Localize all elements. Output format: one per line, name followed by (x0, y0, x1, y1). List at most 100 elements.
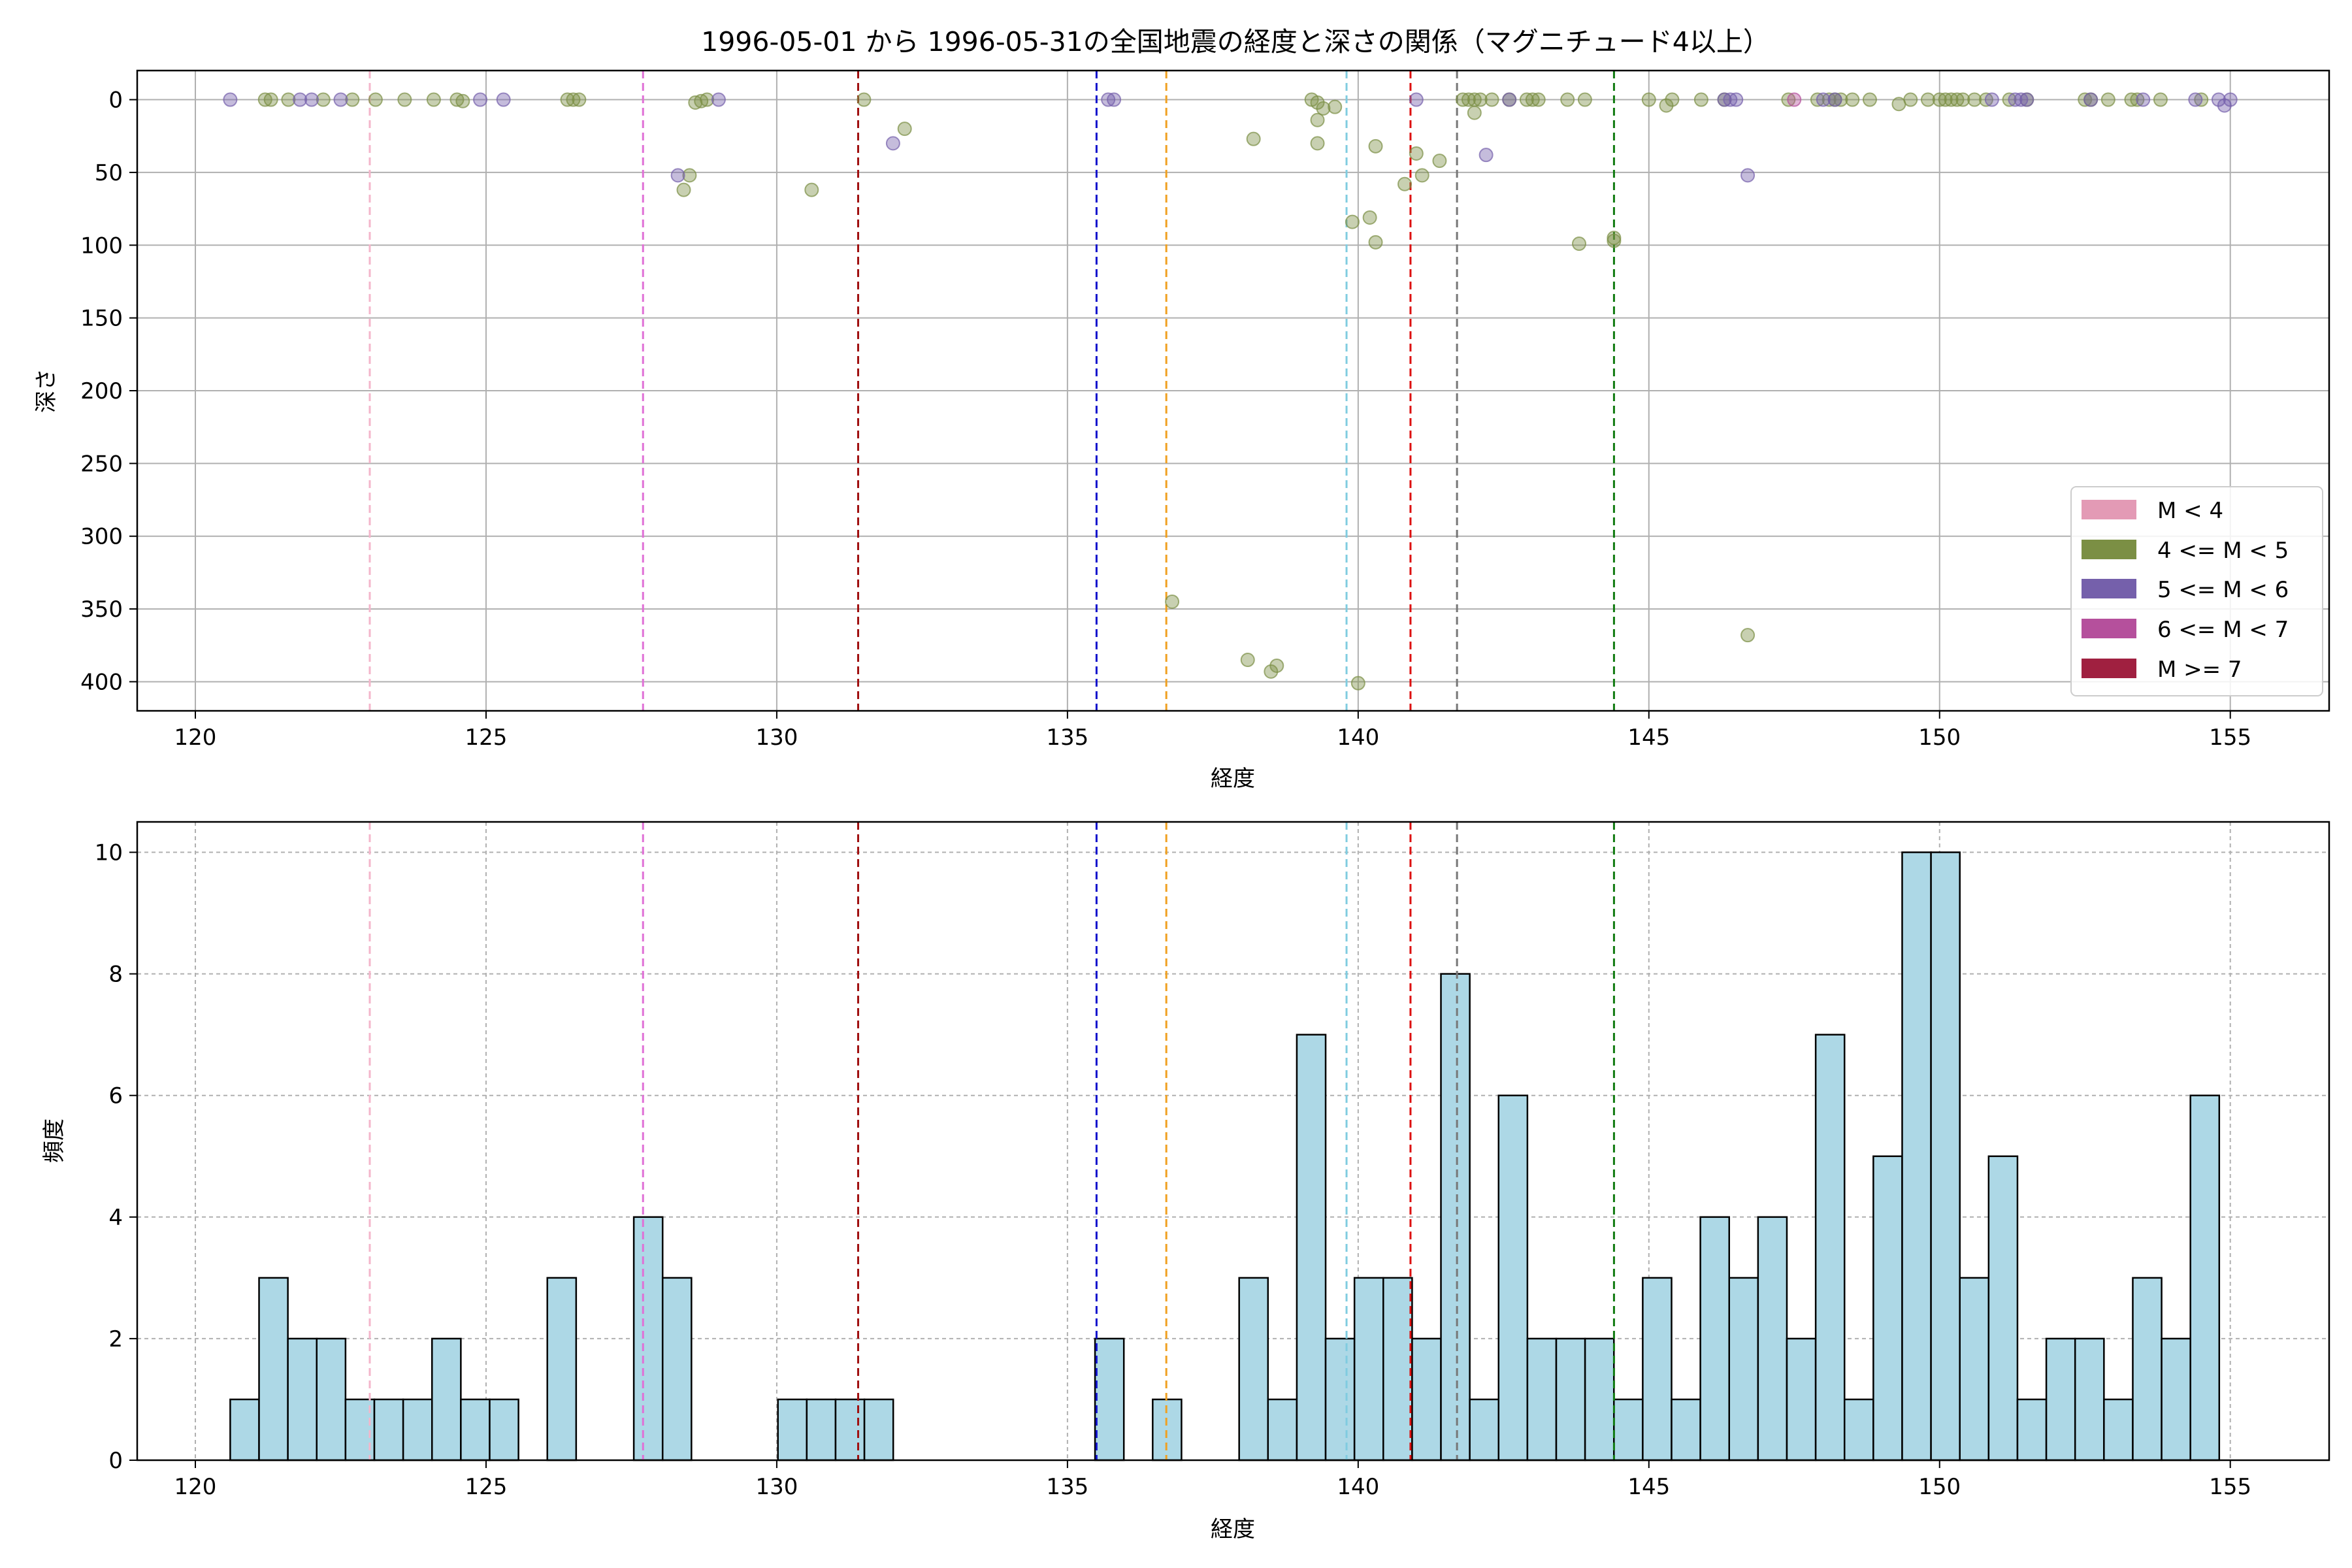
scatter-points (223, 92, 2238, 691)
scatter-point (1350, 676, 1365, 691)
histogram-bar (661, 1277, 693, 1462)
scatter-y-tick-label: 150 (80, 306, 123, 332)
scatter-point (1723, 92, 1738, 107)
histogram-x-tick-label: 135 (1046, 1474, 1088, 1500)
histogram-bar (316, 1337, 347, 1462)
histogram-bar (632, 1216, 664, 1462)
scatter-point (1932, 92, 1947, 107)
histogram-y-axis-label: 頻度 (41, 1119, 67, 1163)
scatter-point (1165, 594, 1180, 609)
legend-label-m-6-7: 6 <= M < 7 (2157, 617, 2289, 643)
scatter-point (257, 92, 272, 107)
histogram-bar (402, 1398, 433, 1462)
scatter-point (1519, 92, 1534, 107)
scatter-y-ticks: 0 50 100 150 200 250 300 350 400 (80, 88, 137, 695)
legend-swatch-m-lt-4 (2082, 500, 2136, 519)
scatter-point (1310, 136, 1325, 151)
histogram-bar (1843, 1398, 1874, 1462)
histogram-bar (1814, 1034, 1846, 1462)
scatter-point (1740, 168, 1756, 183)
legend-swatch-m-5-6 (2082, 579, 2136, 598)
scatter-point (426, 92, 441, 107)
histogram-x-tick-label: 150 (1918, 1474, 1961, 1500)
scatter-point (1246, 131, 1261, 146)
scatter-point (1409, 146, 1424, 161)
scatter-point (1641, 92, 1656, 107)
legend-swatch-m-6-7 (2082, 619, 2136, 638)
histogram-bar (1382, 1277, 1413, 1462)
scatter-point (2130, 92, 2145, 107)
histogram-bar (1238, 1277, 1269, 1462)
scatter-point (1984, 92, 1999, 107)
histogram-y-ticks: 0 2 4 6 8 10 (95, 840, 137, 1474)
scatter-point (1531, 92, 1546, 107)
scatter-point (2002, 92, 2017, 107)
histogram-bar (1094, 1337, 1125, 1462)
scatter-point (345, 92, 360, 107)
scatter-point (1478, 148, 1494, 163)
histogram-y-tick-label: 2 (108, 1326, 123, 1352)
scatter-y-tick-label: 400 (80, 669, 123, 695)
scatter-point (2223, 92, 2238, 107)
histogram-bar (287, 1337, 318, 1462)
scatter-point (1502, 92, 1517, 107)
scatter-point (293, 92, 308, 107)
histogram-y-tick-label: 0 (108, 1448, 123, 1474)
scatter-point (281, 92, 296, 107)
scatter-point (1903, 92, 1918, 107)
scatter-point (1269, 658, 1284, 673)
histogram-y-tick-label: 10 (95, 840, 123, 866)
scatter-point (1397, 176, 1413, 191)
histogram-bar (546, 1277, 578, 1462)
scatter-point (1316, 101, 1331, 116)
scatter-y-tick-label: 50 (95, 160, 123, 186)
histogram-bar (1296, 1034, 1327, 1462)
histogram-bar (1613, 1398, 1644, 1462)
scatter-point (368, 92, 383, 107)
scatter-point (263, 92, 278, 107)
scatter-point (2194, 92, 2209, 107)
scatter-point (2100, 92, 2115, 107)
scatter-point (1525, 92, 1540, 107)
histogram-bar (1584, 1337, 1615, 1462)
scatter-point (1781, 92, 1796, 107)
histogram-bar (1959, 1277, 1990, 1462)
scatter-point (1362, 210, 1377, 225)
legend-label-m-ge-7: M >= 7 (2157, 657, 2242, 683)
scatter-point (566, 92, 581, 107)
scatter-point (1264, 664, 1279, 679)
scatter-point (682, 168, 697, 183)
scatter-point (1827, 92, 1842, 107)
scatter-point (1461, 92, 1476, 107)
scatter-point (711, 92, 726, 107)
scatter-point (333, 92, 348, 107)
scatter-point (397, 92, 412, 107)
histogram-x-tick-label: 155 (2209, 1474, 2251, 1500)
scatter-point (1967, 92, 1982, 107)
scatter-point (1560, 92, 1575, 107)
histogram-x-tick-label: 125 (465, 1474, 507, 1500)
scatter-point (2083, 92, 2099, 107)
scatter-point (1862, 92, 1877, 107)
histogram-bar (1353, 1277, 1384, 1462)
scatter-point (1345, 214, 1360, 229)
histogram-bar (1497, 1094, 1529, 1462)
scatter-point (1368, 235, 1383, 250)
scatter-x-tick-label: 155 (2209, 725, 2251, 751)
scatter-point (1368, 139, 1383, 154)
scatter-point (473, 92, 488, 107)
histogram-bar (834, 1398, 866, 1462)
histogram-bar (2132, 1277, 2163, 1462)
histogram-x-tick-label: 145 (1627, 1474, 1670, 1500)
histogram-bar (1987, 1155, 2019, 1462)
histogram-bar (1757, 1216, 1788, 1462)
scatter-y-tick-label: 100 (80, 233, 123, 259)
scatter-point (885, 136, 900, 151)
scatter-point (897, 122, 912, 137)
scatter-y-tick-label: 250 (80, 451, 123, 477)
legend-label-m-5-6: 5 <= M < 6 (2157, 577, 2289, 603)
scatter-point (1432, 154, 1447, 169)
histogram-x-tick-label: 130 (755, 1474, 798, 1500)
scatter-point (1467, 105, 1482, 120)
scatter-point (1101, 92, 1116, 107)
